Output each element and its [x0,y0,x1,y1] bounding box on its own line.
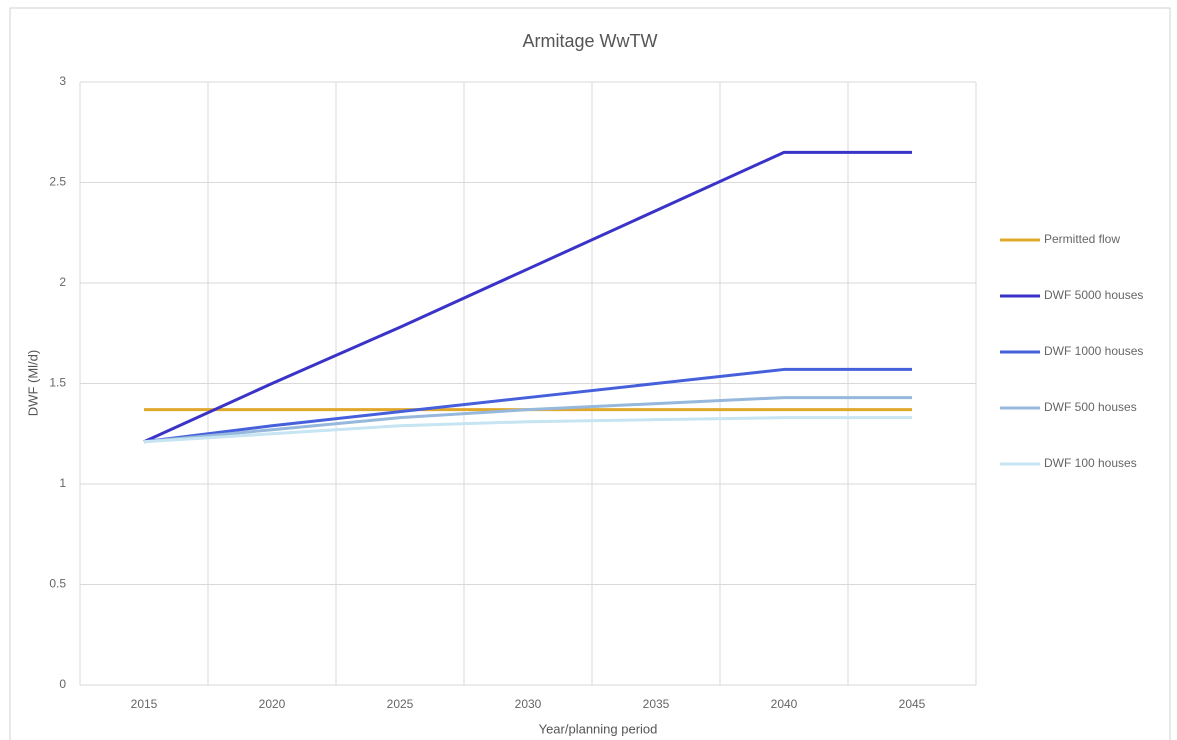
series-line [143,150,912,444]
legend-label: Permitted flow [1044,232,1120,246]
x-tick-label: 2020 [259,697,286,711]
legend-label: DWF 100 houses [1044,456,1137,470]
legend-label: DWF 1000 houses [1044,344,1143,358]
x-tick-label: 2030 [515,697,542,711]
x-tick-label: 2015 [131,697,158,711]
chart-frame [9,7,1171,740]
legend-label: DWF 500 houses [1044,400,1137,414]
x-axis-title: Year/planning period [539,721,658,736]
series-line [143,367,912,444]
series-line [143,416,912,444]
y-tick-label: 2 [59,275,66,289]
series-line [143,396,912,444]
y-tick-label: 1 [59,476,66,490]
y-tick-label: 0.5 [49,577,66,591]
chart-title: Armitage WwTW [523,31,658,51]
x-tick-label: 2025 [387,697,414,711]
y-tick-label: 0 [59,677,66,691]
y-axis-title: DWF (Ml/d) [25,350,40,416]
x-tick-label: 2035 [643,697,670,711]
x-tick-label: 2040 [771,697,798,711]
y-tick-label: 3 [59,74,66,88]
x-tick-label: 2045 [899,697,926,711]
y-tick-label: 2.5 [49,175,66,189]
legend-label: DWF 5000 houses [1044,288,1143,302]
y-tick-label: 1.5 [49,376,66,390]
